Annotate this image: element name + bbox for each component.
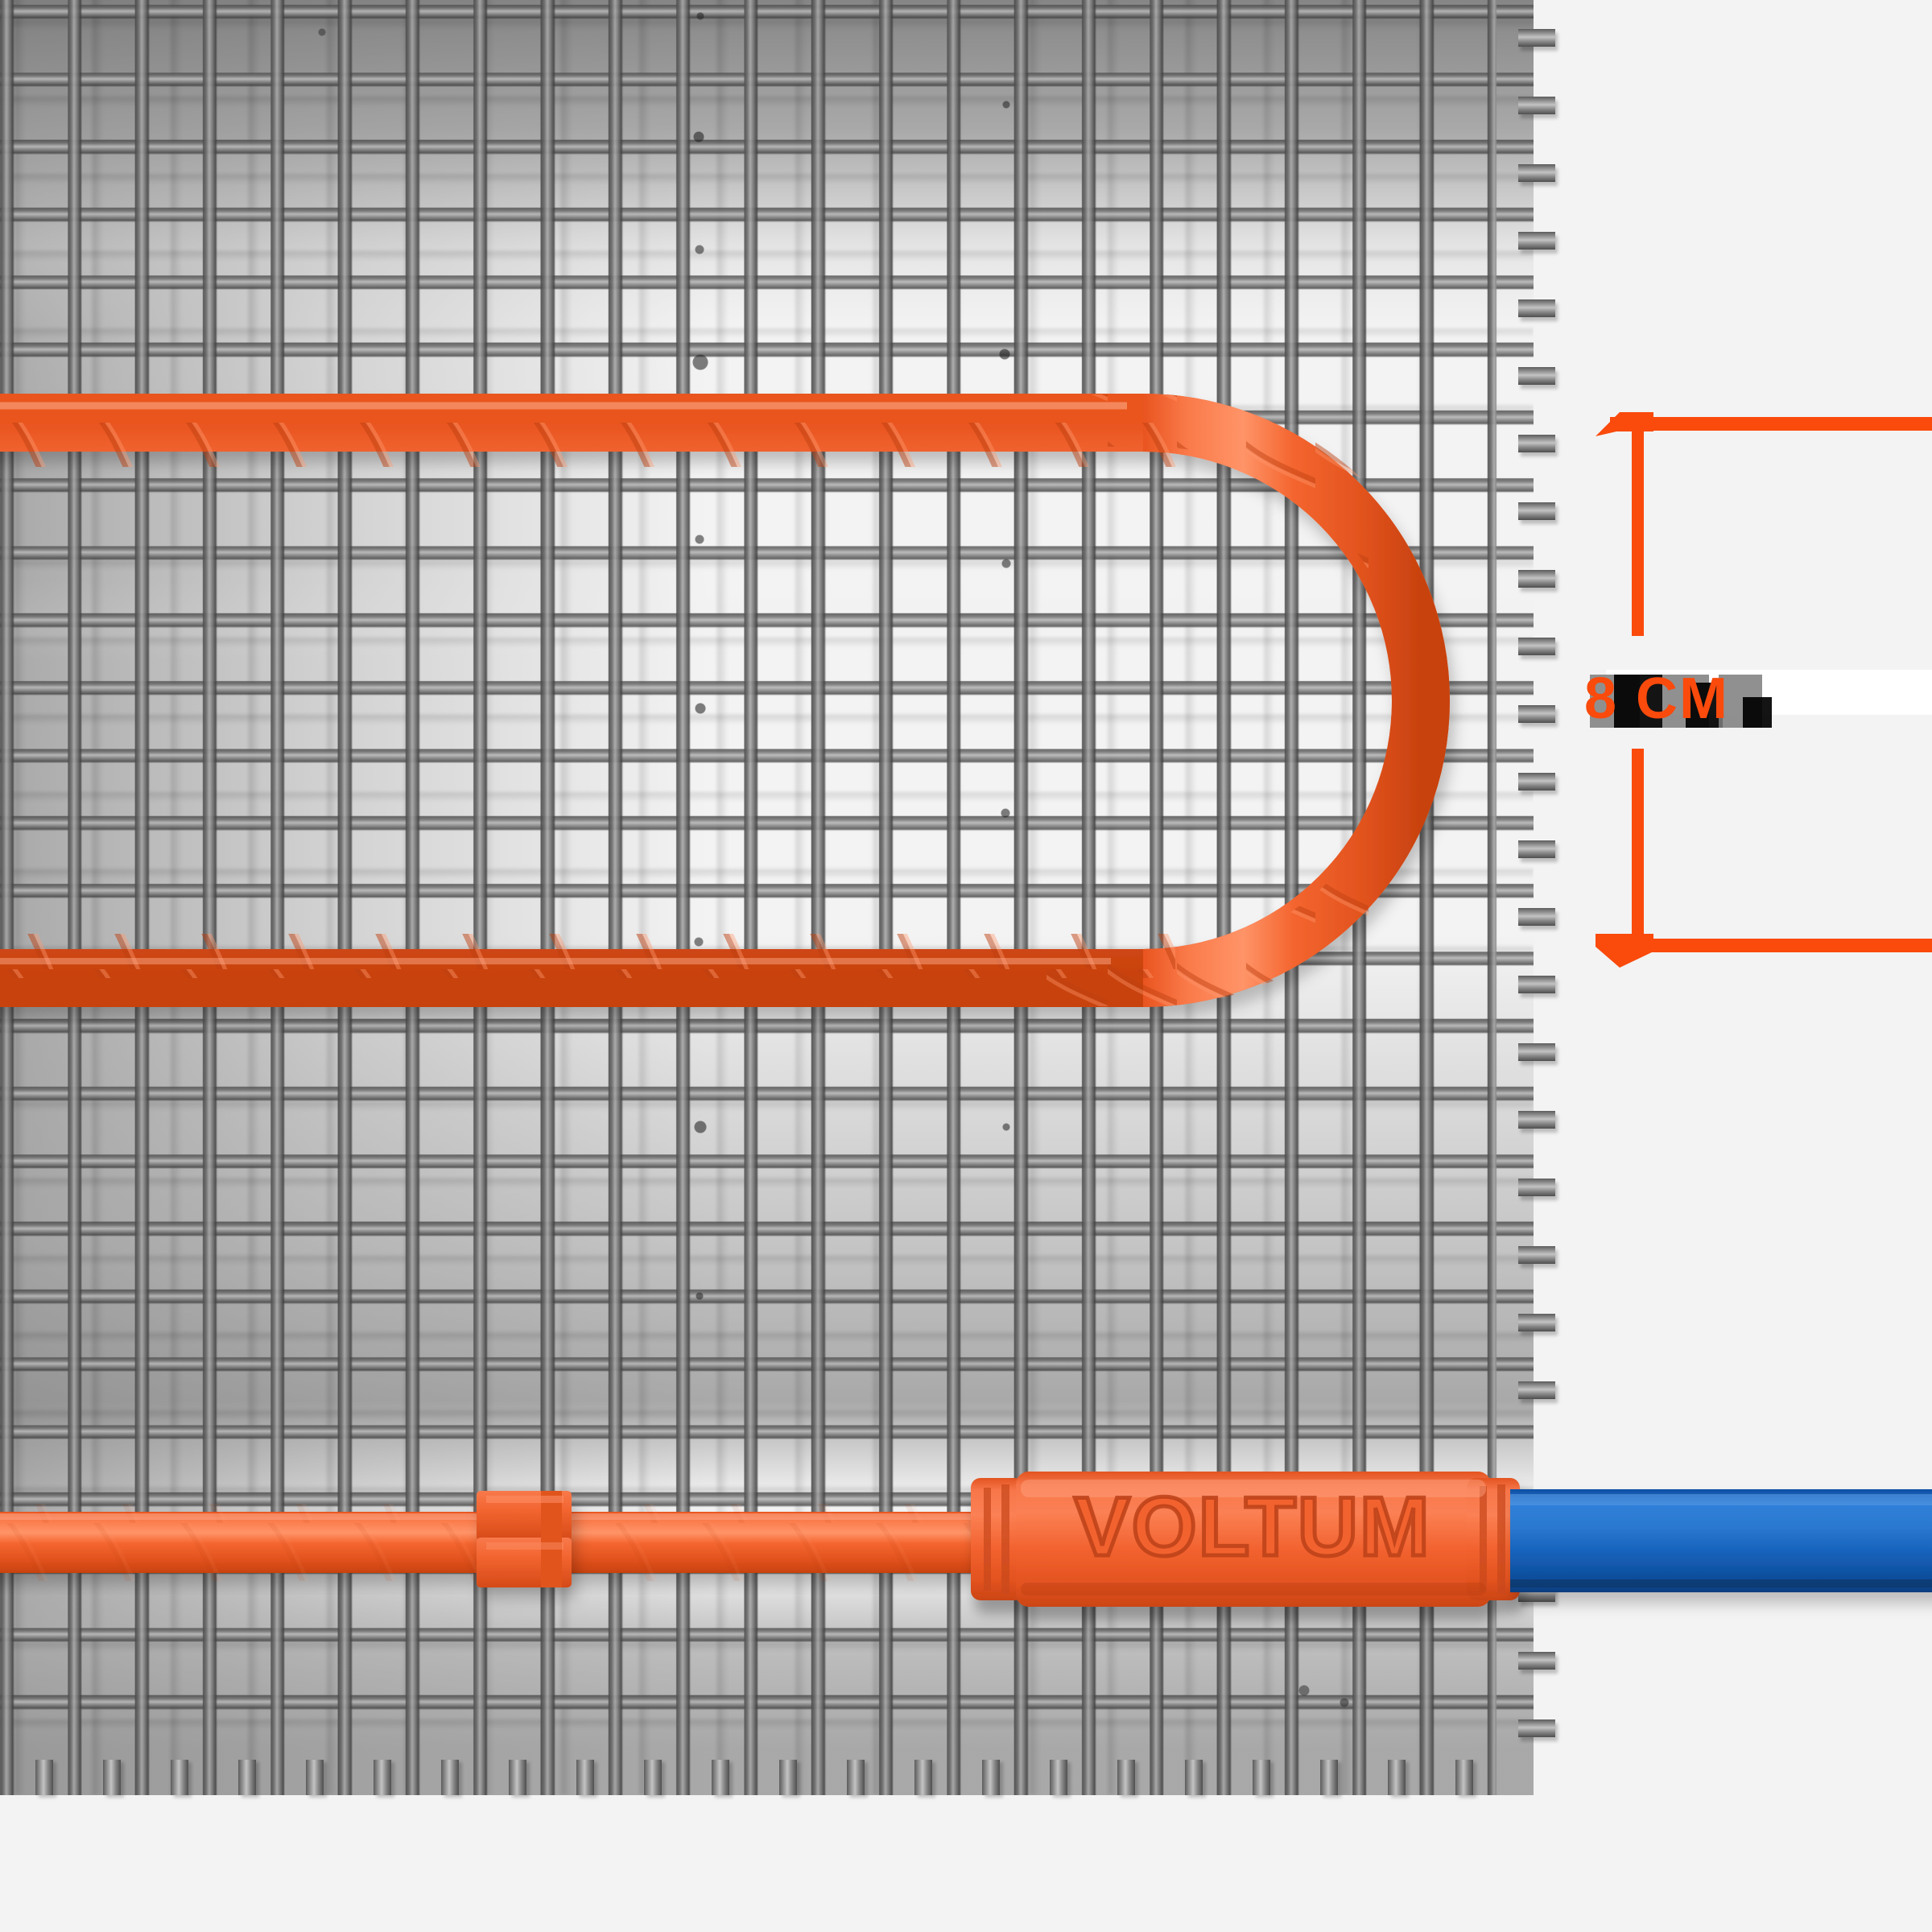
dimension-line-lower (1632, 749, 1644, 940)
dimension-bottom-extension-line (1610, 939, 1932, 952)
dimension-label-chip-6 (1743, 697, 1772, 728)
dimension-label-chip-4 (1686, 683, 1723, 728)
dimension-top-extension-line (1610, 417, 1932, 431)
dimension-label-chip-2 (1614, 675, 1662, 728)
dimension-label: 8 CM (1584, 667, 1730, 731)
dimension-line-upper (1632, 425, 1644, 636)
dimension-top-arrowhead (1596, 412, 1653, 436)
dimension-bottom-arrowhead (1596, 934, 1653, 968)
